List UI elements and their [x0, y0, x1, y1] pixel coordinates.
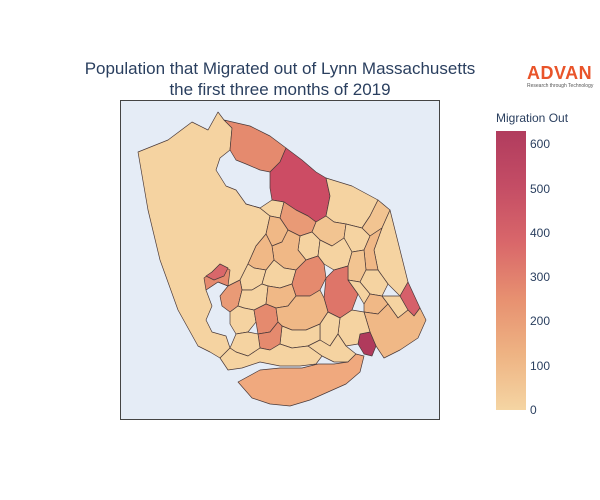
advan-logo: ADVAN Research through Technology [527, 64, 597, 90]
title-line-1: Population that Migrated out of Lynn Mas… [84, 59, 476, 78]
colorbar-title: Migration Out [496, 111, 569, 125]
map-svg[interactable] [120, 100, 440, 420]
tract-west-inlet[interactable] [205, 263, 229, 281]
tract-north-band[interactable] [223, 119, 287, 173]
colorbar-tick-label: 300 [530, 270, 551, 285]
colorbar-tick-label: 400 [530, 225, 551, 240]
colorbar-tick-label: 0 [530, 403, 537, 417]
tract-se1[interactable] [363, 303, 427, 359]
colorbar-tick-label: 100 [530, 358, 551, 373]
choropleth-map[interactable] [120, 100, 440, 420]
colorbar-tick-label: 600 [530, 137, 551, 152]
title-line-2: the first three months of 2019 [169, 80, 391, 99]
colorbar-gradient [496, 131, 526, 410]
logo-tagline: Research through Technology [527, 83, 594, 89]
tract-south-large[interactable] [237, 353, 365, 407]
logo-wordmark: ADVAN [527, 63, 593, 83]
colorbar-tick-label: 200 [530, 314, 551, 329]
tract-sw1[interactable] [219, 343, 323, 371]
colorbar-tick-label: 500 [530, 181, 551, 196]
chart-title: Population that Migrated out of Lynn Mas… [30, 58, 530, 100]
